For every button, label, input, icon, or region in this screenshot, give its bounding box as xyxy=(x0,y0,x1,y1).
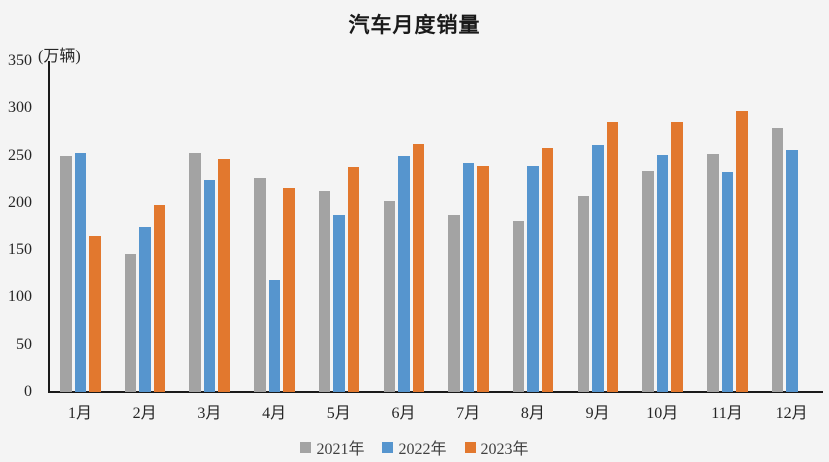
bar-2022年-1月 xyxy=(74,152,86,392)
y-axis-unit-label: (万辆) xyxy=(38,48,81,65)
bar-2021年-12月 xyxy=(771,128,784,392)
bar-2023年-11月 xyxy=(736,111,748,392)
x-axis-line xyxy=(48,391,823,393)
bar-2023年-1月 xyxy=(89,235,101,392)
x-tick-label: 8月 xyxy=(520,405,545,422)
bar-2021年-11月 xyxy=(707,153,719,392)
x-tick-label: 10月 xyxy=(646,405,679,422)
bar-2023年-4月 xyxy=(283,187,295,392)
bar-2022年-9月 xyxy=(592,145,604,392)
bar-2021年-10月 xyxy=(642,170,654,392)
bar-2023年-10月 xyxy=(671,121,683,392)
bar-2022年-4月 xyxy=(268,280,281,392)
x-tick-label: 7月 xyxy=(456,405,481,422)
y-tick-label: 350 xyxy=(8,52,32,69)
bar-2021年-7月 xyxy=(448,215,460,392)
y-tick-label: 150 xyxy=(8,241,32,259)
bar-2022年-8月 xyxy=(527,165,539,392)
y-tick-label: 300 xyxy=(8,99,32,117)
y-axis-line xyxy=(48,61,50,392)
legend-item-2022年: 2022年 xyxy=(382,435,447,459)
bar-2023年-2月 xyxy=(153,204,166,392)
bar-2023年-6月 xyxy=(412,144,424,392)
bar-2023年-7月 xyxy=(477,165,489,392)
bar-2022年-3月 xyxy=(203,180,216,392)
chart-title: 汽车月度销量 xyxy=(348,13,481,37)
x-tick-label: 5月 xyxy=(326,405,351,422)
x-tick-label: 3月 xyxy=(197,405,222,422)
legend-swatch-icon xyxy=(300,441,312,453)
chart-legend: 2021年 2022年 2023年 xyxy=(0,435,829,459)
bar-2022年-12月 xyxy=(786,149,798,392)
x-tick-label: 9月 xyxy=(585,405,610,422)
bar-2023年-3月 xyxy=(218,159,230,392)
legend-swatch-icon xyxy=(382,441,394,453)
bar-2021年-1月 xyxy=(60,155,72,392)
x-tick-label: 2月 xyxy=(132,405,157,422)
legend-item-2023年: 2023年 xyxy=(464,435,529,459)
bar-2021年-2月 xyxy=(124,253,137,392)
legend-label: 2022年 xyxy=(398,441,447,458)
bar-2022年-10月 xyxy=(656,154,669,392)
x-tick-label: 1月 xyxy=(67,405,92,422)
bar-2022年-6月 xyxy=(398,155,410,392)
bar-2021年-5月 xyxy=(318,190,331,392)
x-tick-label: 6月 xyxy=(391,405,416,422)
bar-2022年-7月 xyxy=(462,163,475,392)
y-tick-label: 200 xyxy=(8,193,32,211)
bar-2021年-9月 xyxy=(577,196,590,392)
x-tick-label: 11月 xyxy=(711,405,743,422)
legend-label: 2023年 xyxy=(480,441,529,458)
bar-2023年-5月 xyxy=(347,166,360,392)
bar-2023年-8月 xyxy=(541,148,554,392)
y-tick-label: 100 xyxy=(8,288,32,306)
bar-2021年-3月 xyxy=(189,152,201,392)
x-tick-label: 4月 xyxy=(262,405,287,422)
bar-2021年-4月 xyxy=(254,178,266,392)
y-tick-label: 50 xyxy=(16,335,32,353)
y-tick-label: 0 xyxy=(24,383,32,400)
bar-2022年-2月 xyxy=(139,227,151,392)
x-tick-label: 12月 xyxy=(775,405,808,422)
legend-item-2021年: 2021年 xyxy=(300,435,364,459)
y-tick-label: 250 xyxy=(8,146,32,164)
bar-2021年-8月 xyxy=(512,220,525,392)
bar-2022年-5月 xyxy=(333,215,345,392)
legend-label: 2021年 xyxy=(316,441,365,458)
legend-swatch-icon xyxy=(464,441,476,453)
bar-2023年-9月 xyxy=(606,121,619,392)
bar-2021年-6月 xyxy=(383,200,395,392)
bar-2022年-11月 xyxy=(721,171,733,392)
